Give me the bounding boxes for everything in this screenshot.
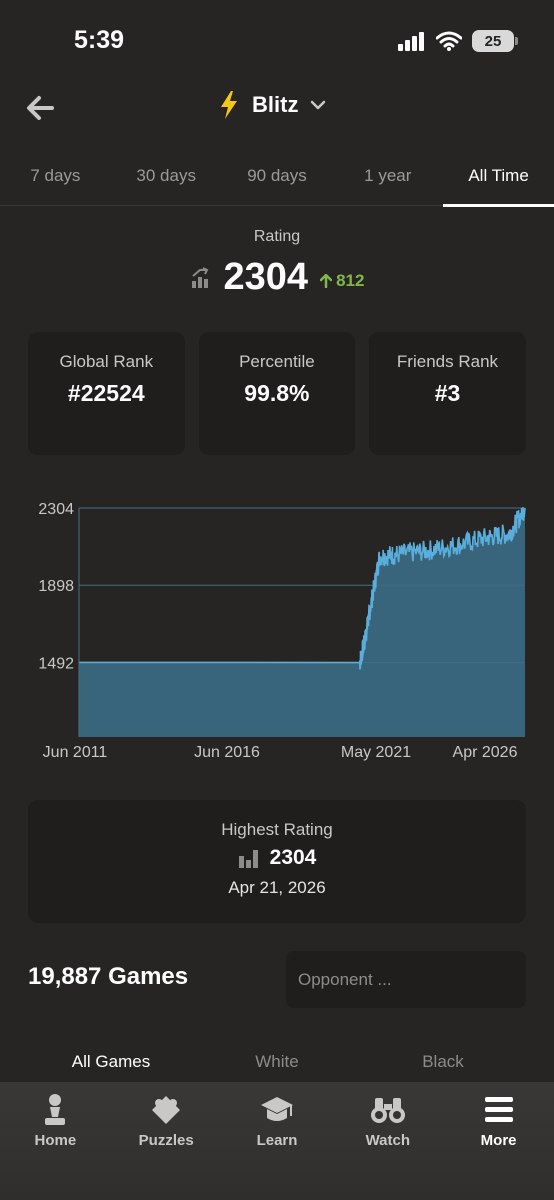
back-button[interactable] <box>24 92 56 124</box>
opponent-search[interactable] <box>286 951 526 1008</box>
filter-tab-all-games[interactable]: All Games <box>71 1052 151 1071</box>
game-type-selector[interactable]: Blitz <box>218 90 326 120</box>
graduation-cap-icon <box>260 1097 293 1121</box>
tab-1-year[interactable]: 1 year <box>364 166 412 185</box>
friends-rank-card[interactable]: Friends Rank #3 <box>369 332 526 455</box>
lightning-bolt-icon <box>221 91 237 119</box>
tab-30-days[interactable]: 30 days <box>136 166 196 185</box>
highest-rating-label: Highest Rating <box>221 820 333 839</box>
highest-rating-date: Apr 21, 2026 <box>228 878 326 897</box>
pawn-icon <box>45 1094 66 1125</box>
menu-icon <box>484 1097 513 1122</box>
y-tick-label: 2304 <box>38 501 74 518</box>
chart-area-fill <box>79 508 525 737</box>
x-tick-label: May 2021 <box>341 744 411 761</box>
cellular-signal-icon <box>398 32 424 51</box>
chart-series-line <box>79 507 526 670</box>
status-time: 5:39 <box>74 26 125 54</box>
puzzle-icon <box>152 1096 181 1124</box>
tab-7-days[interactable]: 7 days <box>30 166 81 185</box>
page-title: Blitz <box>252 92 299 117</box>
nav-learn[interactable]: Learn <box>222 1082 333 1200</box>
tab-90-days[interactable]: 90 days <box>247 166 307 185</box>
percentile-card: Percentile 99.8% <box>198 332 356 455</box>
battery-indicator: 25 <box>472 30 518 52</box>
nav-label: More <box>480 1132 517 1149</box>
status-icons: 25 <box>398 30 518 52</box>
x-tick-label: Apr 2026 <box>453 744 518 761</box>
arrow-up-icon <box>320 273 333 288</box>
rating-change: 812 <box>320 271 364 291</box>
y-tick-label: 1492 <box>38 655 74 672</box>
header: Blitz <box>0 80 554 136</box>
highest-rating-row: 2304 <box>238 846 317 870</box>
rating-label: Rating <box>253 228 301 245</box>
chevron-down-icon <box>311 100 326 110</box>
time-range-tabs: 7 days 30 days 90 days 1 year All Time <box>0 146 554 207</box>
stat-label: Global Rank <box>59 352 154 371</box>
tab-all-time[interactable]: All Time <box>443 146 554 207</box>
stat-label: Friends Rank <box>396 352 499 371</box>
games-count: 19,887 Games <box>28 963 189 990</box>
filter-tab-black[interactable]: Black <box>422 1052 464 1071</box>
nav-label: Puzzles <box>138 1132 194 1149</box>
rating-change-value: 812 <box>336 270 365 290</box>
rating-row: 2304 812 <box>0 256 554 299</box>
rating-value: 2304 <box>223 256 309 298</box>
binoculars-icon <box>370 1098 405 1123</box>
filter-tab-white[interactable]: White <box>255 1052 299 1071</box>
nav-label: Learn <box>256 1132 298 1149</box>
rating-history-chart[interactable]: 2304 1898 1492 Jun 2011 Jun 2016 May 2021 Apr … <box>0 490 554 770</box>
stats-cards: Global Rank #22524 Percentile 99.8% Frie… <box>28 332 526 455</box>
stat-value: #22524 <box>67 380 145 406</box>
nav-watch[interactable]: Watch <box>332 1082 443 1200</box>
stat-label: Percentile <box>239 352 315 371</box>
nav-more[interactable]: More <box>443 1082 554 1200</box>
highest-rating-value: 2304 <box>269 846 317 869</box>
x-tick-label: Jun 2016 <box>194 744 260 761</box>
opponent-search-input[interactable] <box>298 969 519 990</box>
nav-home[interactable]: Home <box>0 1082 111 1200</box>
status-bar: 5:39 25 <box>0 0 554 80</box>
nav-puzzles[interactable]: Puzzles <box>111 1082 222 1200</box>
highest-rating-card: Highest Rating 2304 Apr 21, 2026 <box>28 800 526 923</box>
stat-value: #3 <box>434 380 461 406</box>
rating-trend-icon <box>191 266 208 288</box>
back-arrow-icon <box>27 96 54 120</box>
x-tick-label: Jun 2011 <box>43 744 108 761</box>
global-rank-card[interactable]: Global Rank #22524 <box>28 332 185 455</box>
wifi-icon <box>436 31 462 51</box>
bottom-navigation: Home Puzzles Learn <box>0 1082 554 1200</box>
rating-chart-svg: 2304 1898 1492 Jun 2011 Jun 2016 May 2021 Apr … <box>38 501 526 761</box>
game-filter-tabs: All Games White Black <box>28 1052 526 1072</box>
y-tick-label: 1898 <box>38 578 74 595</box>
bar-chart-icon <box>238 850 258 868</box>
nav-label: Watch <box>365 1132 411 1149</box>
nav-label: Home <box>34 1132 77 1149</box>
stat-value: 99.8% <box>244 380 310 406</box>
